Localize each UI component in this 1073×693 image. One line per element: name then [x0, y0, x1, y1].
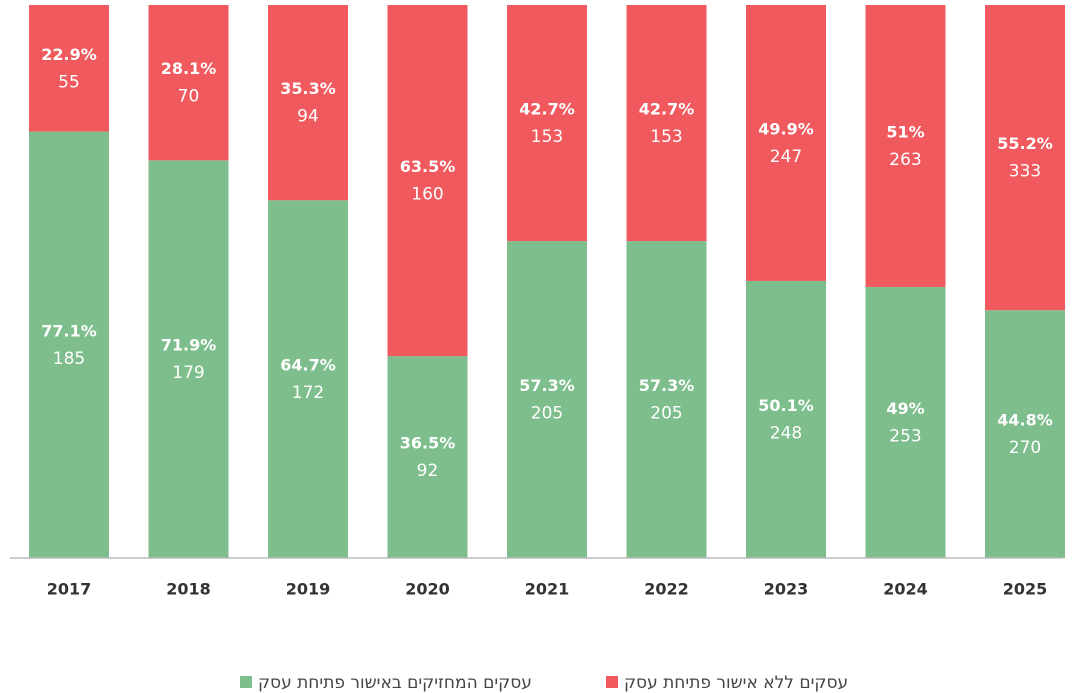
value-label: 35.3%: [280, 79, 336, 98]
bar-segment: [865, 287, 946, 558]
value-label: 55.2%: [997, 134, 1053, 153]
bar-segment: [626, 241, 707, 559]
count-label: 55: [58, 72, 80, 92]
count-label: 160: [411, 185, 443, 205]
value-label: 64.7%: [280, 356, 336, 375]
count-label: 205: [650, 404, 682, 424]
count-label: 153: [531, 127, 563, 147]
count-label: 185: [53, 349, 85, 369]
count-label: 247: [770, 147, 802, 167]
bar-segment: [626, 5, 707, 242]
x-tick-label: 2019: [286, 580, 331, 599]
bar-segment: [746, 5, 826, 281]
count-label: 263: [889, 150, 921, 170]
count-label: 179: [172, 363, 204, 383]
legend-label: עסקים המחזיקים באישור פתיחת עסק: [258, 673, 532, 693]
bar-segment: [746, 280, 826, 558]
count-label: 205: [531, 404, 563, 424]
bar-segment: [387, 5, 468, 357]
x-tick-label: 2017: [47, 580, 92, 599]
value-label: 63.5%: [400, 157, 456, 176]
count-label: 253: [889, 427, 921, 447]
count-label: 92: [417, 461, 439, 481]
value-label: 57.3%: [519, 376, 575, 395]
bar-segment: [268, 5, 348, 201]
bar-segment: [29, 5, 109, 132]
value-label: 42.7%: [639, 100, 695, 119]
bar-segment: [507, 5, 587, 242]
value-label: 36.5%: [400, 434, 456, 453]
x-tick-label: 2022: [644, 580, 689, 599]
x-tick-label: 2024: [883, 580, 928, 599]
count-label: 172: [292, 383, 324, 403]
count-label: 333: [1009, 162, 1041, 182]
count-label: 70: [178, 87, 200, 107]
bar-segment: [148, 5, 229, 161]
value-label: 28.1%: [161, 59, 217, 78]
bar-segment: [387, 356, 468, 558]
count-label: 94: [297, 107, 319, 127]
value-label: 44.8%: [997, 411, 1053, 430]
count-label: 248: [770, 423, 802, 443]
bar-segment: [865, 5, 946, 288]
bar-segment: [985, 310, 1065, 558]
x-tick-label: 2023: [764, 580, 809, 599]
count-label: 153: [650, 127, 682, 147]
x-tick-label: 2018: [166, 580, 211, 599]
value-label: 49%: [886, 399, 924, 418]
count-label: 270: [1009, 438, 1041, 458]
value-label: 22.9%: [41, 45, 97, 64]
value-label: 77.1%: [41, 321, 97, 340]
x-tick-label: 2020: [405, 580, 450, 599]
legend-label: עסקים ללא אישור פתיחת עסק: [624, 673, 848, 693]
value-label: 57.3%: [639, 376, 695, 395]
x-tick-label: 2021: [525, 580, 570, 599]
legend-swatch: [240, 676, 252, 688]
bar-segment: [148, 160, 229, 558]
bar-segment: [268, 200, 348, 559]
value-label: 71.9%: [161, 336, 217, 355]
x-tick-label: 2025: [1003, 580, 1048, 599]
value-label: 42.7%: [519, 100, 575, 119]
bar-segment: [29, 131, 109, 558]
value-label: 50.1%: [758, 396, 814, 415]
value-label: 49.9%: [758, 119, 814, 138]
bar-segment: [985, 5, 1065, 311]
value-label: 51%: [886, 123, 924, 142]
legend-swatch: [606, 676, 618, 688]
bar-segment: [507, 241, 587, 559]
